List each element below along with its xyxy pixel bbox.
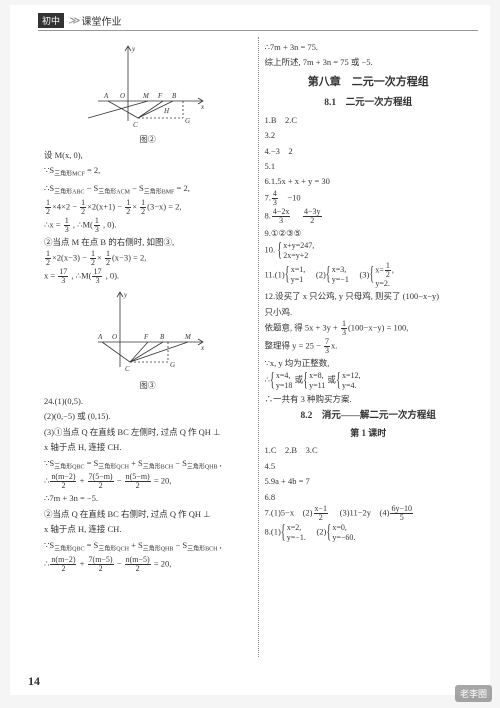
figure-2-caption: 图② (44, 133, 252, 147)
svg-text:B: B (172, 92, 177, 100)
text-line: ∴S三角形ABC − S三角形ACM − S三角形BMF = 2, (44, 181, 252, 198)
answer-line: 6.8 (265, 490, 473, 504)
svg-text:G: G (185, 117, 190, 125)
answer-line: 8.4−2x3 4−3y2 (265, 208, 473, 225)
answer-line: 5.1 (265, 159, 473, 173)
right-column: ∴7m + 3n = 75. 综上所述, 7m + 3n = 75 或 −5. … (259, 37, 479, 657)
answer-line: 4.5 (265, 459, 473, 473)
svg-text:C: C (125, 365, 130, 373)
lesson-1-title: 第 1 课时 (265, 426, 473, 441)
left-column: y x A O M F B H C G 图② 设 M(x, 0), ∵S三角形M… (38, 37, 259, 657)
text-line: x = 173 , ∴M(173 , 0). (44, 268, 252, 285)
page-number: 14 (28, 674, 40, 689)
svg-text:C: C (133, 121, 138, 129)
text-line: 12.设买了 x 只公鸡, y 只母鸡, 则买了 (100−x−y) (265, 289, 473, 303)
svg-text:O: O (112, 333, 117, 341)
svg-text:A: A (103, 92, 109, 100)
svg-text:F: F (143, 333, 149, 341)
text-line: ∵x, y 均为正整数, (265, 356, 473, 370)
answer-line: 3.2 (265, 128, 473, 142)
svg-text:F: F (157, 92, 163, 100)
svg-text:M: M (184, 333, 192, 341)
svg-text:B: B (160, 333, 165, 341)
page-header: 初中 ≫ 课堂作业 (38, 13, 478, 31)
text-line: ∴x=4,y=18 或x=8,y=11 或x=12,y=4. (265, 371, 473, 390)
text-line: ∵S三角形QBC = S三角形QCH + S三角形QHB − S三角形BCH , (44, 538, 252, 555)
svg-text:x: x (200, 344, 205, 352)
answer-line: 1.B 2.C (265, 113, 473, 127)
text-line: 综上所述, 7m + 3n = 75 或 −5. (265, 55, 473, 69)
watermark-badge: 老李圈 (455, 685, 492, 702)
text-line: 依题意, 得 5x + 3y + 13(100−x−y) = 100, (265, 320, 473, 337)
section-82-title: 8.2 消元——解二元一次方程组 (265, 408, 473, 424)
text-line: ②当点 M 在点 B 的右侧时, 如图③, (44, 235, 252, 249)
content-columns: y x A O M F B H C G 图② 设 M(x, 0), ∵S三角形M… (38, 37, 478, 657)
text-line: ∵S三角形MCF = 2, (44, 163, 252, 180)
answer-line: 5.9a + 4b = 7 (265, 474, 473, 488)
text-line: ∴7m + 3n = −5. (44, 491, 252, 505)
answer-line: 4.−3 2 (265, 144, 473, 158)
answer-line: 11.(1)x=1,y=1 (2)x=3,y=−1 (3)x=12,y=2. (265, 262, 473, 289)
answer-line: 6.1.5x + x + y = 30 (265, 174, 473, 188)
text-line: ∴n(m−2)2 + 7(5−m)2 − n(5−m)2 = 20, (44, 473, 252, 490)
text-line: ②当点 Q 在直线 BC 右侧时, 过点 Q 作 QH ⊥ (44, 507, 252, 521)
svg-text:A: A (97, 333, 103, 341)
answer-line: 1.C 2.B 3.C (265, 443, 473, 457)
q24-2: (2)(0,−5) 或 (0,15). (44, 409, 252, 423)
text-line: 整理得 y = 25 − 73x. (265, 338, 473, 355)
svg-text:M: M (142, 92, 150, 100)
svg-text:y: y (123, 291, 128, 299)
q24-1: 24.(1)(0,5). (44, 394, 252, 408)
text-line: ∴7m + 3n = 75. (265, 40, 473, 54)
svg-text:x: x (200, 103, 205, 111)
text-line: 12×4×2 − 12×2(x+1) − 12× 12(3−x) = 2, (44, 199, 252, 216)
text-line: ∴x = 13 , ∴M(13 , 0). (44, 217, 252, 234)
text-line: 只小鸡. (265, 305, 473, 319)
svg-text:G: G (170, 361, 175, 369)
header-title: 课堂作业 (82, 13, 122, 28)
page: 初中 ≫ 课堂作业 y x A O (10, 5, 490, 695)
answer-line: 9.①②③⑤ (265, 226, 473, 240)
svg-text:y: y (131, 45, 136, 53)
answer-line: 7.43 −10 (265, 190, 473, 207)
text-line: 设 M(x, 0), (44, 148, 252, 162)
chapter-title: 第八章 二元一次方程组 (265, 73, 473, 92)
answer-line: 10. x+y=247,2x=y+2 (265, 241, 473, 260)
text-line: 12×2(x−3) − 12× 12(x−3) = 2, (44, 250, 252, 267)
svg-text:O: O (120, 92, 125, 100)
text-line: ∵S三角形QBC = S三角形QCH + S三角形BCH − S三角形QHB , (44, 456, 252, 473)
header-chevron-icon: ≫ (68, 14, 78, 27)
answer-line: 8.(1)x=2,y=−1. (2)x=0,y=−60. (265, 523, 473, 542)
text-line: x 轴于点 H, 连接 CH. (44, 522, 252, 536)
q24-3b: x 轴于点 H, 连接 CH. (44, 440, 252, 454)
text-line: ∴n(m−2)2 + 7(m−5)2 − n(m−5)2 = 20, (44, 556, 252, 573)
figure-2-diagram: y x A O M F B H C G (88, 41, 208, 131)
answer-line: 7.(1)5−x (2)x−12 (3)11−2y (4)6y−105 (265, 505, 473, 522)
figure-3-caption: 图③ (44, 379, 252, 393)
q24-3: (3)①当点 Q 在直线 BC 左侧时, 过点 Q 作 QH ⊥ (44, 425, 252, 439)
header-badge: 初中 (38, 13, 64, 28)
text-line: ∴一共有 3 种购买方案. (265, 392, 473, 406)
section-81-title: 8.1 二元一次方程组 (265, 95, 473, 111)
figure-3-diagram: y x A O F B M C G (88, 287, 208, 377)
svg-text:H: H (163, 107, 170, 115)
